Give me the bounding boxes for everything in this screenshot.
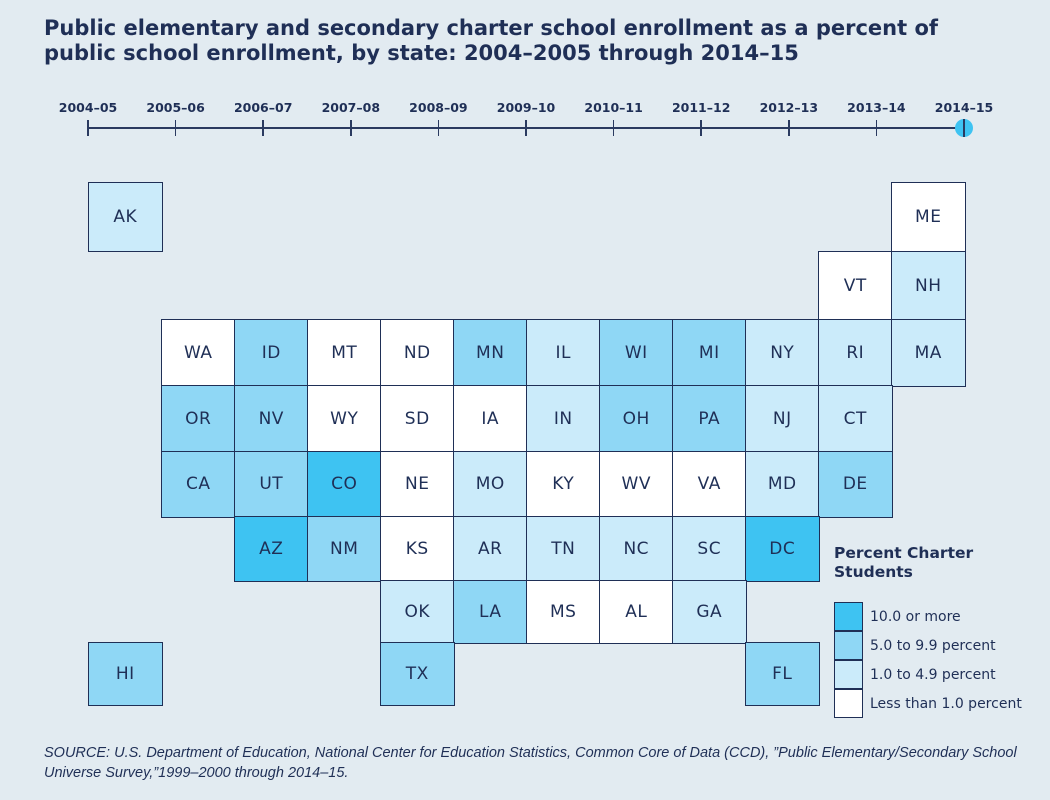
timeline-tick — [174, 120, 177, 136]
timeline-selected-marker[interactable] — [955, 119, 973, 137]
state-tile-ma[interactable]: MA — [891, 319, 966, 387]
state-tile-wy[interactable]: WY — [307, 385, 382, 453]
state-tile-sd[interactable]: SD — [380, 385, 455, 453]
legend-item: 1.0 to 4.9 percent — [834, 660, 1044, 689]
state-tile-md[interactable]: MD — [745, 451, 820, 518]
legend-label: 1.0 to 4.9 percent — [870, 667, 996, 683]
legend-item: 10.0 or more — [834, 602, 1044, 631]
legend-item: Less than 1.0 percent — [834, 689, 1044, 718]
timeline-year-label[interactable]: 2005–06 — [146, 100, 205, 115]
state-tile-ar[interactable]: AR — [453, 516, 528, 582]
legend-label: 5.0 to 9.9 percent — [870, 638, 996, 654]
state-tile-mt[interactable]: MT — [307, 319, 382, 387]
timeline-tick — [262, 120, 264, 136]
legend-swatch — [834, 689, 863, 718]
state-tile-nd[interactable]: ND — [380, 319, 455, 387]
state-tile-me[interactable]: ME — [891, 182, 966, 252]
state-tile-fl[interactable]: FL — [745, 642, 820, 706]
timeline-tick — [612, 120, 615, 136]
timeline-year-label[interactable]: 2008–09 — [409, 100, 468, 115]
timeline-year-label[interactable]: 2006–07 — [233, 100, 293, 115]
state-tile-ak[interactable]: AK — [88, 182, 163, 252]
state-tile-ca[interactable]: CA — [161, 451, 236, 518]
legend-label: Less than 1.0 percent — [870, 696, 1022, 712]
timeline-year-label[interactable]: 2011–12 — [671, 100, 731, 115]
year-timeline: 2004–05 2005–06 2006–07 2007–08 2008–09 2009–… — [0, 0, 1050, 160]
legend-title: Percent Charter Students — [834, 544, 974, 581]
timeline-year-label[interactable]: 2007–08 — [321, 100, 381, 115]
state-tile-tn[interactable]: TN — [526, 516, 601, 582]
state-tile-dc[interactable]: DC — [745, 516, 820, 582]
state-tile-nj[interactable]: NJ — [745, 385, 820, 453]
state-tile-de[interactable]: DE — [818, 451, 893, 518]
legend-swatch — [834, 660, 863, 689]
state-tile-nv[interactable]: NV — [234, 385, 309, 453]
state-tile-ok[interactable]: OK — [380, 580, 455, 644]
state-tile-la[interactable]: LA — [453, 580, 528, 644]
state-tile-va[interactable]: VA — [672, 451, 747, 518]
timeline-tick — [350, 120, 352, 136]
state-tile-hi[interactable]: HI — [88, 642, 163, 706]
timeline-year-label[interactable]: 2014–15 — [934, 100, 994, 115]
state-tile-ri[interactable]: RI — [818, 319, 893, 387]
state-tile-or[interactable]: OR — [161, 385, 236, 453]
timeline-tick — [437, 120, 440, 136]
timeline-tick — [700, 120, 702, 136]
state-tile-mi[interactable]: MI — [672, 319, 747, 387]
timeline-year-label[interactable]: 2010–11 — [584, 100, 643, 115]
state-tile-nm[interactable]: NM — [307, 516, 382, 582]
state-tile-wi[interactable]: WI — [599, 319, 674, 387]
timeline-tick — [875, 120, 878, 136]
legend-swatch — [834, 602, 863, 631]
state-tile-mn[interactable]: MN — [453, 319, 528, 387]
legend-label: 10.0 or more — [870, 609, 961, 625]
state-tile-pa[interactable]: PA — [672, 385, 747, 453]
state-tile-wa[interactable]: WA — [161, 319, 236, 387]
state-tile-wv[interactable]: WV — [599, 451, 674, 518]
timeline-year-label[interactable]: 2012–13 — [759, 100, 819, 115]
state-tile-tx[interactable]: TX — [380, 642, 455, 706]
legend-item: 5.0 to 9.9 percent — [834, 631, 1044, 660]
state-tile-id[interactable]: ID — [234, 319, 309, 387]
state-tile-ga[interactable]: GA — [672, 580, 747, 644]
state-tile-vt[interactable]: VT — [818, 251, 893, 321]
state-tile-ks[interactable]: KS — [380, 516, 455, 582]
state-tile-ny[interactable]: NY — [745, 319, 820, 387]
state-tile-nh[interactable]: NH — [891, 251, 966, 321]
state-tile-nc[interactable]: NC — [599, 516, 674, 582]
state-tile-ne[interactable]: NE — [380, 451, 455, 518]
timeline-year-label[interactable]: 2009–10 — [496, 100, 556, 115]
timeline-year-label[interactable]: 2013–14 — [847, 100, 906, 115]
source-note: SOURCE: U.S. Department of Education, Na… — [44, 745, 1017, 781]
timeline-year-label[interactable]: 2004–05 — [58, 100, 118, 115]
timeline-tick — [525, 120, 527, 136]
state-tile-ia[interactable]: IA — [453, 385, 528, 453]
state-tile-ct[interactable]: CT — [818, 385, 893, 453]
state-tile-az[interactable]: AZ — [234, 516, 309, 582]
state-tile-sc[interactable]: SC — [672, 516, 747, 582]
state-tile-co[interactable]: CO — [307, 451, 382, 518]
state-tile-ut[interactable]: UT — [234, 451, 309, 518]
state-tile-oh[interactable]: OH — [599, 385, 674, 453]
state-tile-ky[interactable]: KY — [526, 451, 601, 518]
state-tile-il[interactable]: IL — [526, 319, 601, 387]
timeline-tick — [87, 120, 89, 136]
state-tile-in[interactable]: IN — [526, 385, 601, 453]
timeline-tick — [788, 120, 790, 136]
page-title: Public elementary and secondary charter … — [44, 16, 939, 65]
state-tile-al[interactable]: AL — [599, 580, 674, 644]
legend-swatch — [834, 631, 863, 660]
state-tile-ms[interactable]: MS — [526, 580, 601, 644]
state-tile-mo[interactable]: MO — [453, 451, 528, 518]
